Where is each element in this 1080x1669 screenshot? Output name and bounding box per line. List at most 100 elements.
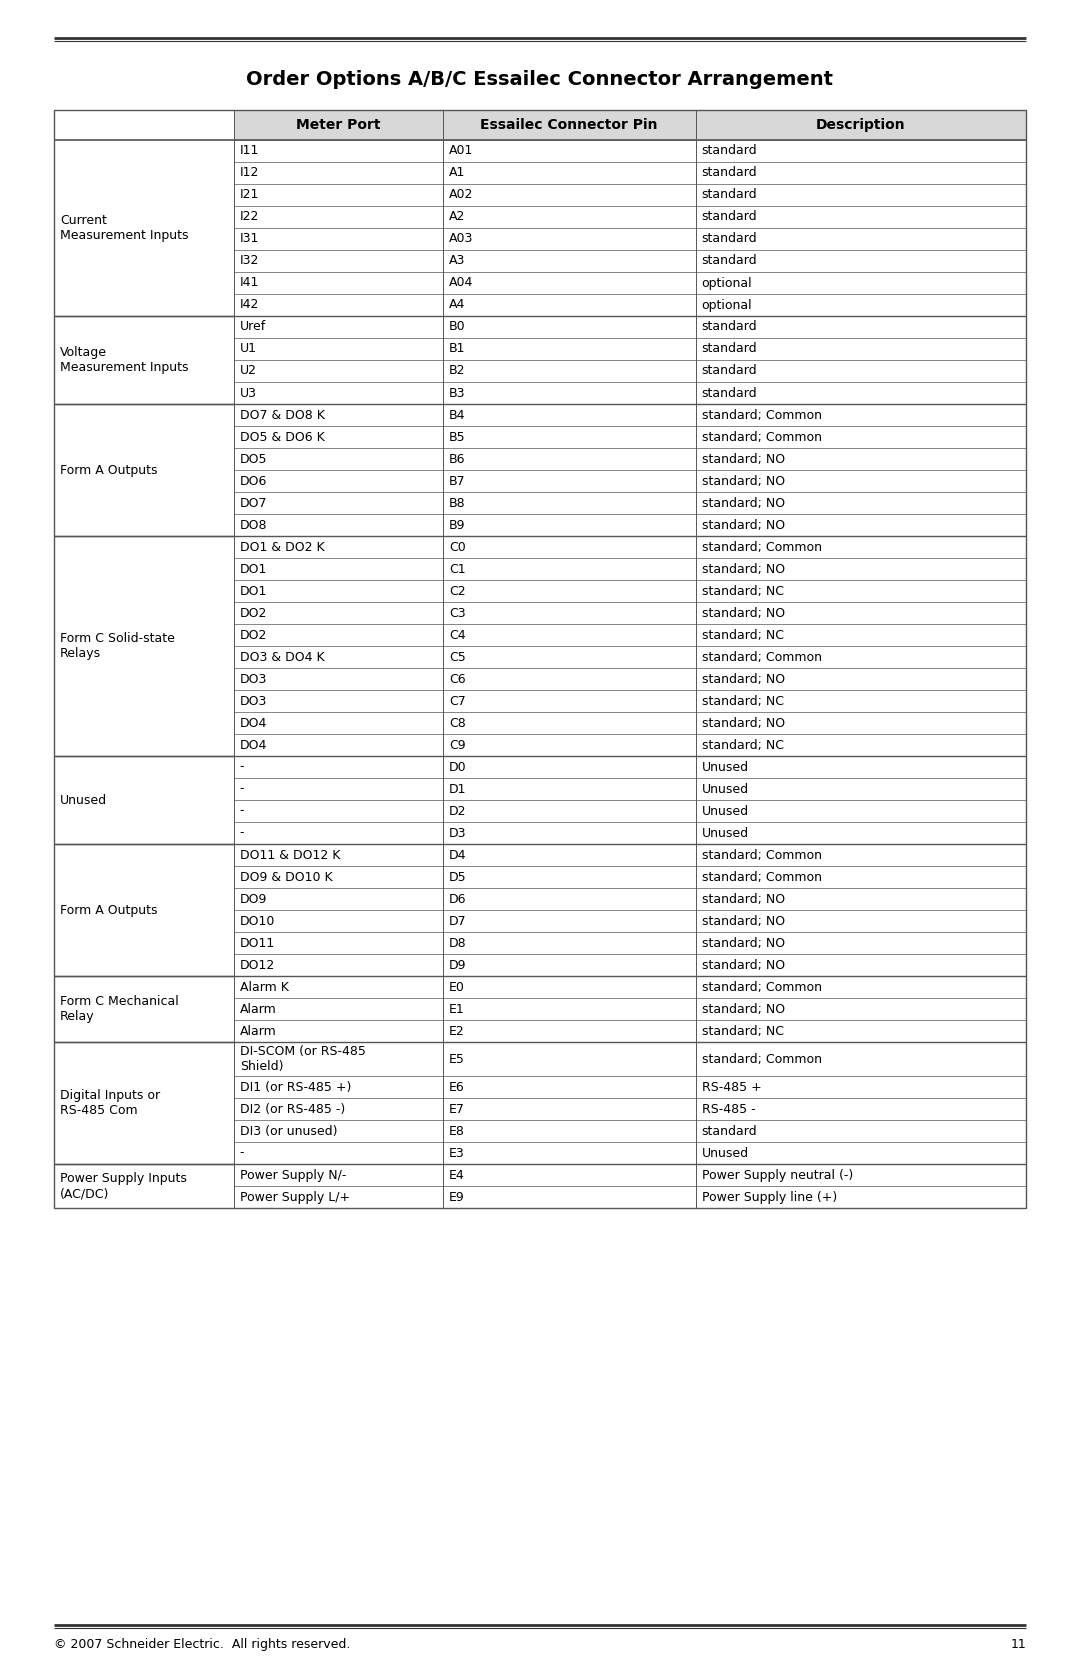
Text: standard: standard bbox=[702, 145, 757, 157]
Text: Form C Solid-state
Relays: Form C Solid-state Relays bbox=[60, 633, 175, 659]
Text: DO5 & DO6 K: DO5 & DO6 K bbox=[240, 431, 325, 444]
Text: DO10: DO10 bbox=[240, 915, 275, 928]
Text: DO11 & DO12 K: DO11 & DO12 K bbox=[240, 848, 340, 861]
Text: DO6: DO6 bbox=[240, 474, 267, 487]
Text: DO3 & DO4 K: DO3 & DO4 K bbox=[240, 651, 324, 664]
Text: Form C Mechanical
Relay: Form C Mechanical Relay bbox=[60, 995, 179, 1023]
Text: B5: B5 bbox=[449, 431, 465, 444]
Text: standard; NO: standard; NO bbox=[702, 562, 785, 576]
Text: standard: standard bbox=[702, 167, 757, 180]
Text: A4: A4 bbox=[449, 299, 465, 312]
Text: standard: standard bbox=[702, 364, 757, 377]
Text: U3: U3 bbox=[240, 387, 257, 399]
Text: Alarm: Alarm bbox=[240, 1025, 276, 1038]
Text: DO7: DO7 bbox=[240, 496, 268, 509]
Text: DO2: DO2 bbox=[240, 629, 267, 641]
Text: DI-SCOM (or RS-485
Shield): DI-SCOM (or RS-485 Shield) bbox=[240, 1045, 366, 1073]
Text: DO3: DO3 bbox=[240, 673, 267, 686]
Text: A1: A1 bbox=[449, 167, 465, 180]
Text: standard; NO: standard; NO bbox=[702, 452, 785, 466]
Text: I32: I32 bbox=[240, 254, 259, 267]
Text: B8: B8 bbox=[449, 496, 465, 509]
Text: E7: E7 bbox=[449, 1103, 464, 1115]
Text: -: - bbox=[240, 826, 244, 840]
Bar bbox=[233, 110, 443, 140]
Text: standard; NO: standard; NO bbox=[702, 606, 785, 619]
Text: Form A Outputs: Form A Outputs bbox=[60, 903, 158, 916]
Text: Unused: Unused bbox=[702, 1147, 748, 1160]
Text: U1: U1 bbox=[240, 342, 257, 355]
Text: D8: D8 bbox=[449, 936, 467, 950]
Text: Order Options A/B/C Essailec Connector Arrangement: Order Options A/B/C Essailec Connector A… bbox=[246, 70, 834, 88]
Text: DO2: DO2 bbox=[240, 606, 267, 619]
Text: Form A Outputs: Form A Outputs bbox=[60, 464, 158, 477]
Text: D6: D6 bbox=[449, 893, 467, 906]
Text: A03: A03 bbox=[449, 232, 473, 245]
Text: standard; NC: standard; NC bbox=[702, 584, 783, 598]
Text: B0: B0 bbox=[449, 320, 465, 334]
Text: E6: E6 bbox=[449, 1080, 464, 1093]
Text: Power Supply N/-: Power Supply N/- bbox=[240, 1168, 347, 1182]
Text: DO1: DO1 bbox=[240, 562, 267, 576]
Text: standard; Common: standard; Common bbox=[702, 1053, 822, 1065]
Text: Power Supply L/+: Power Supply L/+ bbox=[240, 1190, 350, 1203]
Text: Current
Measurement Inputs: Current Measurement Inputs bbox=[60, 214, 189, 242]
Text: D7: D7 bbox=[449, 915, 467, 928]
Text: I22: I22 bbox=[240, 210, 259, 224]
Text: D3: D3 bbox=[449, 826, 467, 840]
Text: B1: B1 bbox=[449, 342, 465, 355]
Text: B2: B2 bbox=[449, 364, 465, 377]
Text: optional: optional bbox=[702, 277, 752, 289]
Text: DO1 & DO2 K: DO1 & DO2 K bbox=[240, 541, 324, 554]
Text: Unused: Unused bbox=[702, 826, 748, 840]
Text: D9: D9 bbox=[449, 958, 467, 971]
Text: Power Supply Inputs
(AC/DC): Power Supply Inputs (AC/DC) bbox=[60, 1172, 187, 1200]
Text: standard: standard bbox=[702, 189, 757, 202]
Text: I12: I12 bbox=[240, 167, 259, 180]
Text: standard; NO: standard; NO bbox=[702, 673, 785, 686]
Text: standard; NO: standard; NO bbox=[702, 474, 785, 487]
Text: DO9: DO9 bbox=[240, 893, 267, 906]
Text: standard; NC: standard; NC bbox=[702, 629, 783, 641]
Text: DO7 & DO8 K: DO7 & DO8 K bbox=[240, 409, 325, 422]
Text: I41: I41 bbox=[240, 277, 259, 289]
Text: standard; NC: standard; NC bbox=[702, 738, 783, 751]
Text: D0: D0 bbox=[449, 761, 467, 773]
Text: Alarm: Alarm bbox=[240, 1003, 276, 1015]
Text: E8: E8 bbox=[449, 1125, 464, 1138]
Text: Voltage
Measurement Inputs: Voltage Measurement Inputs bbox=[60, 345, 189, 374]
Text: DI2 (or RS-485 -): DI2 (or RS-485 -) bbox=[240, 1103, 346, 1115]
Text: DO4: DO4 bbox=[240, 716, 267, 729]
Text: D5: D5 bbox=[449, 871, 467, 883]
Text: C4: C4 bbox=[449, 629, 465, 641]
Text: standard: standard bbox=[702, 232, 757, 245]
Text: Unused: Unused bbox=[702, 761, 748, 773]
Text: DO4: DO4 bbox=[240, 738, 267, 751]
Text: I31: I31 bbox=[240, 232, 259, 245]
Text: E2: E2 bbox=[449, 1025, 464, 1038]
Text: RS-485 +: RS-485 + bbox=[702, 1080, 761, 1093]
Bar bbox=[696, 110, 1026, 140]
Text: Description: Description bbox=[816, 118, 905, 132]
Text: B4: B4 bbox=[449, 409, 465, 422]
Text: B7: B7 bbox=[449, 474, 465, 487]
Text: standard; Common: standard; Common bbox=[702, 651, 822, 664]
Text: standard; NO: standard; NO bbox=[702, 915, 785, 928]
Text: E3: E3 bbox=[449, 1147, 464, 1160]
Text: B9: B9 bbox=[449, 519, 465, 531]
Text: E9: E9 bbox=[449, 1190, 464, 1203]
Text: E0: E0 bbox=[449, 980, 464, 993]
Text: standard; NO: standard; NO bbox=[702, 1003, 785, 1015]
Text: DO9 & DO10 K: DO9 & DO10 K bbox=[240, 871, 333, 883]
Text: Meter Port: Meter Port bbox=[296, 118, 380, 132]
Text: standard; Common: standard; Common bbox=[702, 871, 822, 883]
Text: standard; Common: standard; Common bbox=[702, 541, 822, 554]
Text: standard: standard bbox=[702, 1125, 757, 1138]
Text: C7: C7 bbox=[449, 694, 465, 708]
Text: DO11: DO11 bbox=[240, 936, 275, 950]
Text: D1: D1 bbox=[449, 783, 467, 796]
Text: standard; Common: standard; Common bbox=[702, 980, 822, 993]
Text: standard; NO: standard; NO bbox=[702, 716, 785, 729]
Text: Unused: Unused bbox=[60, 793, 107, 806]
Text: A2: A2 bbox=[449, 210, 465, 224]
